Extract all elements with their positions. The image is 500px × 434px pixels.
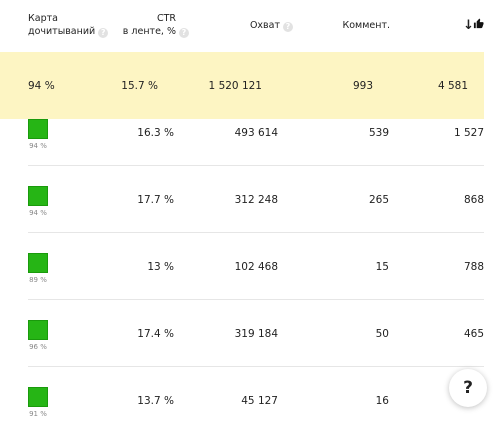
column-ctr-label-2: в ленте, % [122, 26, 176, 37]
likes-value: 4 581 [437, 79, 468, 92]
reach-value: 1 520 121 [208, 79, 262, 92]
reach-value: 45 127 [241, 394, 278, 407]
table-row[interactable]: 91 % 13.7 % 45 127 16 [0, 367, 500, 434]
table-header: Карта дочитываний? CTR в ленте, %? Охват… [0, 0, 500, 52]
ctr-value: 13.7 % [137, 394, 174, 407]
read-map-thumbnail[interactable]: 91 % [28, 387, 48, 420]
reach-value: 493 614 [234, 126, 278, 139]
column-read-map-label-2: дочитываний [28, 26, 96, 37]
column-comments[interactable]: Коммент. [343, 19, 391, 32]
table-row[interactable]: 89 % 13 % 102 468 15 788 [0, 233, 500, 300]
reach-value: 312 248 [234, 193, 278, 206]
column-comments-label: Коммент. [342, 20, 391, 31]
comments-value: 15 [375, 260, 389, 273]
help-icon[interactable]: ? [98, 28, 109, 38]
read-map-value: 94 % [29, 209, 47, 217]
ctr-value: 17.7 % [137, 193, 174, 206]
read-map-square [28, 253, 48, 273]
likes-value: 868 [463, 193, 484, 206]
likes-value: 1 527 [453, 126, 484, 139]
table-row[interactable]: 94 % 15.7 % 1 520 121 993 4 581 [0, 52, 484, 119]
sort-down-icon: ↓ [463, 18, 474, 33]
read-map-thumbnail[interactable]: 94 % [28, 119, 48, 152]
read-map-thumbnail[interactable]: 89 % [28, 253, 48, 286]
read-map-value: 96 % [29, 343, 47, 351]
ctr-value: 17.4 % [137, 327, 174, 340]
ctr-value: 13 % [147, 260, 174, 273]
table-row[interactable]: 94 % 17.7 % 312 248 265 868 [0, 166, 500, 233]
column-ctr[interactable]: CTR в ленте, %? [123, 12, 189, 38]
comments-value: 265 [368, 193, 389, 206]
comments-value: 50 [375, 327, 389, 340]
read-map-value: 89 % [29, 276, 47, 284]
likes-value: 465 [463, 327, 484, 340]
read-map-value: 94 % [29, 142, 47, 150]
table-row[interactable]: 94 % 16.3 % 493 614 539 1 527 [0, 99, 500, 166]
column-likes-sort[interactable]: ↓ [463, 18, 484, 32]
comments-value: 16 [375, 394, 389, 407]
help-button[interactable]: ? [449, 369, 487, 407]
read-map-square [28, 119, 48, 139]
read-map-square [28, 186, 48, 206]
comments-value: 539 [368, 126, 389, 139]
read-map-value: 91 % [29, 410, 47, 418]
help-icon[interactable]: ? [179, 28, 189, 38]
column-ctr-label-1: CTR [156, 13, 176, 24]
read-map-square [28, 387, 48, 407]
table-row[interactable]: 96 % 17.4 % 319 184 50 465 [0, 300, 500, 367]
likes-value: 788 [463, 260, 484, 273]
reach-value: 319 184 [234, 327, 278, 340]
comments-value: 993 [352, 79, 373, 92]
column-reach[interactable]: Охват? [250, 19, 293, 32]
read-map-thumbnail[interactable]: 96 % [28, 320, 48, 353]
ctr-value: 15.7 % [121, 79, 158, 92]
column-read-map-label-1: Карта [28, 13, 58, 24]
read-map-thumbnail[interactable]: 94 % [28, 186, 48, 219]
read-map-value: 94 % [28, 79, 55, 92]
ctr-value: 16.3 % [137, 126, 174, 139]
thumbs-up-icon [473, 18, 484, 32]
reach-value: 102 468 [234, 260, 278, 273]
read-map-square [28, 320, 48, 340]
help-icon[interactable]: ? [283, 22, 293, 32]
scrollbar[interactable] [486, 52, 500, 420]
column-reach-label: Охват [249, 20, 280, 31]
column-read-map[interactable]: Карта дочитываний? [28, 12, 109, 38]
